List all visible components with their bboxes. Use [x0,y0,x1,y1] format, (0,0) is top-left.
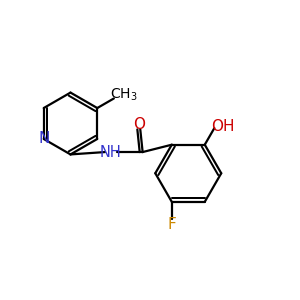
Text: O: O [133,117,145,132]
Text: F: F [167,217,176,232]
Text: N: N [38,131,50,146]
Text: CH$_3$: CH$_3$ [110,87,138,103]
Text: NH: NH [99,145,121,160]
Text: OH: OH [212,119,235,134]
